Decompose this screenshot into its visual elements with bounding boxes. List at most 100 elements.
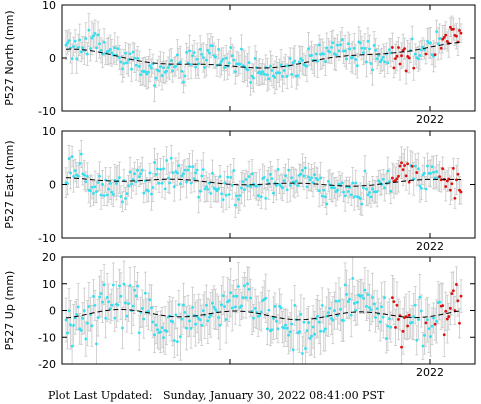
archived-point <box>111 283 115 287</box>
archived-point <box>316 314 320 318</box>
archived-point <box>368 191 371 194</box>
archived-point <box>354 308 358 312</box>
recent-point <box>439 46 443 50</box>
archived-point <box>117 176 121 180</box>
archived-point <box>119 195 123 198</box>
archived-point <box>69 323 72 327</box>
archived-point <box>146 309 150 313</box>
archived-point <box>273 305 277 308</box>
recent-point <box>441 37 445 41</box>
archived-point <box>136 56 140 60</box>
archived-point <box>104 52 108 55</box>
archived-point <box>325 314 329 318</box>
recent-point <box>397 174 400 178</box>
recent-point <box>438 175 442 179</box>
archived-point <box>128 52 132 56</box>
archived-point <box>352 195 356 199</box>
archived-point <box>255 184 259 188</box>
recent-point <box>406 162 410 166</box>
archived-point <box>366 193 370 197</box>
recent-point <box>433 53 437 57</box>
recent-point <box>403 47 406 51</box>
archived-point <box>386 61 390 65</box>
archived-point <box>98 295 101 299</box>
archived-point <box>188 165 191 169</box>
archived-point <box>413 303 417 307</box>
archived-point <box>243 284 246 288</box>
archived-point <box>412 315 416 319</box>
archived-point <box>381 55 385 59</box>
archived-point <box>104 316 108 320</box>
archived-point <box>372 44 376 47</box>
archived-point <box>354 181 358 185</box>
archived-point <box>346 300 350 303</box>
archived-point <box>146 70 150 74</box>
archived-point <box>185 326 188 330</box>
archived-point <box>410 37 414 41</box>
recent-point <box>401 168 405 172</box>
archived-point <box>325 202 329 206</box>
recent-point <box>459 31 463 35</box>
archived-point <box>281 75 284 78</box>
archived-point <box>142 317 146 321</box>
archived-point <box>203 187 207 191</box>
archived-point <box>308 337 312 340</box>
archived-point <box>183 310 187 314</box>
archived-point <box>85 321 89 325</box>
recent-point <box>424 321 428 325</box>
archived-point <box>84 337 88 341</box>
recent-point <box>450 292 454 296</box>
recent-point <box>451 27 455 31</box>
archived-point <box>380 58 384 62</box>
archived-point <box>416 167 420 171</box>
archived-point <box>348 47 352 51</box>
recent-point <box>400 345 403 349</box>
archived-point <box>168 181 172 185</box>
archived-point <box>218 62 222 66</box>
x-tick-label: 2022 <box>416 113 444 126</box>
archived-point <box>209 192 213 195</box>
archived-point <box>349 193 353 197</box>
archived-point <box>177 303 181 307</box>
recent-point <box>392 66 396 70</box>
archived-point <box>381 315 385 319</box>
archived-point <box>290 176 294 180</box>
archived-point <box>131 304 135 308</box>
archived-point <box>81 46 85 50</box>
archived-point <box>323 60 327 63</box>
archived-point <box>206 319 210 323</box>
archived-point <box>153 84 156 88</box>
archived-point <box>125 314 129 318</box>
archived-point <box>374 48 377 52</box>
archived-point <box>297 330 301 334</box>
archived-point <box>191 165 194 169</box>
archived-point <box>363 169 367 173</box>
archived-point <box>162 336 166 339</box>
archived-point <box>334 299 338 303</box>
archived-point <box>258 70 262 74</box>
recent-point <box>458 29 461 32</box>
archived-point <box>291 348 295 352</box>
archived-point <box>131 50 135 54</box>
archived-point <box>304 347 307 350</box>
archived-point <box>252 76 255 80</box>
recent-point <box>451 289 455 293</box>
last-updated-footer: Plot Last Updated: Sunday, January 30, 2… <box>48 389 385 402</box>
archived-point <box>185 50 188 54</box>
archived-point <box>209 313 213 317</box>
plot-area <box>64 13 463 103</box>
archived-point <box>429 41 432 45</box>
archived-point <box>81 316 85 320</box>
archived-point <box>175 53 179 57</box>
archived-point <box>72 174 76 178</box>
archived-point <box>78 162 82 165</box>
archived-point <box>308 178 312 182</box>
archived-point <box>200 52 204 56</box>
archived-point <box>247 287 251 291</box>
archived-point <box>183 74 187 78</box>
archived-point <box>307 321 310 325</box>
archived-point <box>374 316 377 319</box>
archived-point <box>307 47 310 51</box>
recent-point <box>441 304 445 308</box>
archived-point <box>128 170 132 174</box>
